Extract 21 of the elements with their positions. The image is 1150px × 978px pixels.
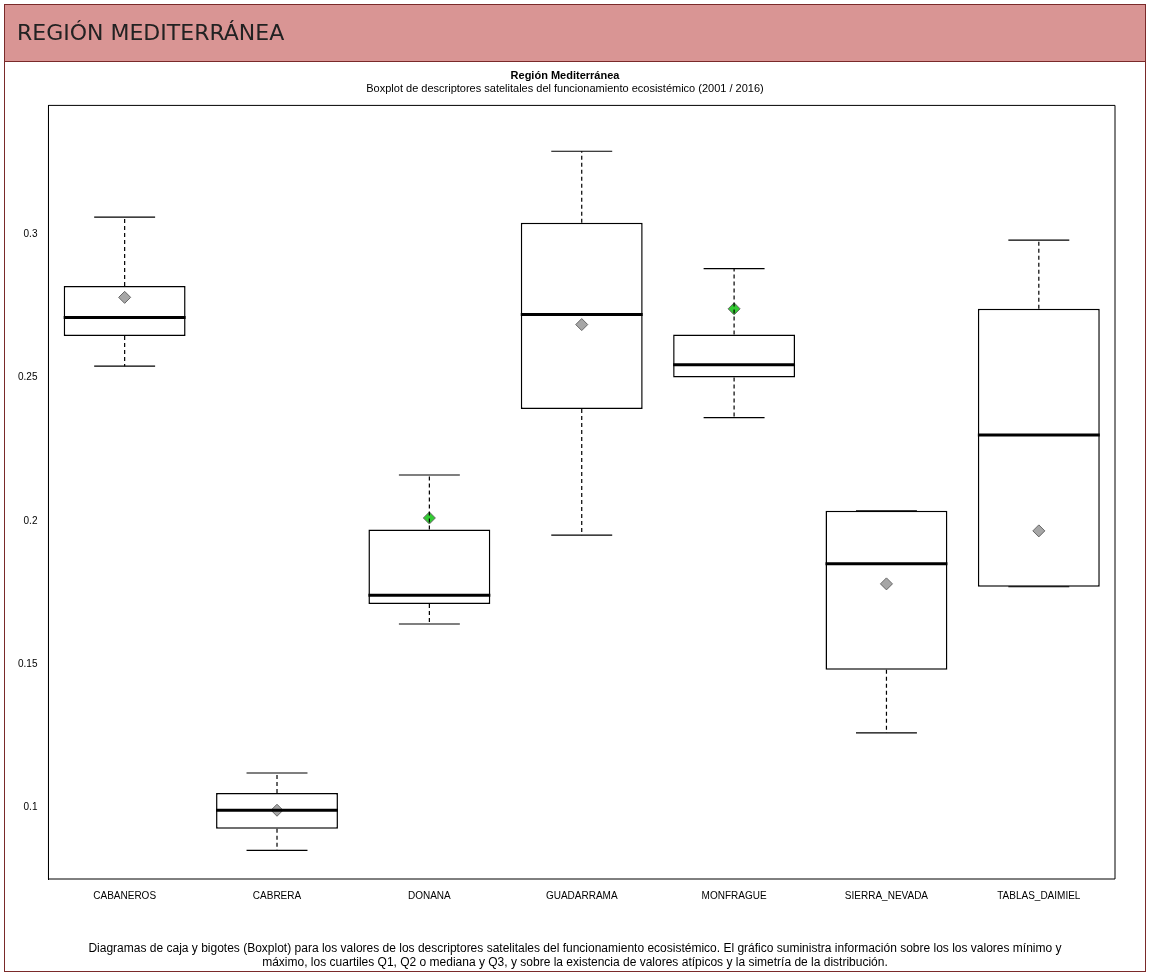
chart-subtitle: Boxplot de descriptores satelitales del funcionamiento ecosistémico (2001 / 2016)	[366, 81, 764, 94]
point	[118, 290, 132, 304]
chart-title: Región Mediterránea	[510, 68, 621, 81]
x-tick-label: CABANEROS	[93, 889, 157, 901]
point	[879, 577, 893, 591]
y-tick-label: 0.15	[17, 657, 38, 669]
text: Diagramas de caja y bigotes (Boxplot) para los valores de los descriptores satelitales del funcionamiento ecosistémico. El gráfico suministra información sobre los los valores mínimo y máximo, los cuartiles Q1, Q2 o mediana y Q3, y sobre la existencia de valores atípicos y la simetría de la distribución.	[87, 941, 1063, 969]
point	[1032, 524, 1046, 538]
y-tick-label: 0.2	[23, 514, 38, 526]
y-tick-label: 0.1	[23, 801, 38, 813]
x-tick-label: SIERRA_NEVADA	[844, 889, 929, 901]
text: REGIÓN MEDITERRÁNEA	[5, 5, 1145, 62]
y-tick-label: 0.25	[17, 371, 38, 383]
point	[422, 511, 436, 525]
x-tick-label: DONANA	[407, 889, 452, 901]
y-tick-label: 0.3	[23, 228, 38, 240]
point	[575, 318, 589, 332]
x-tick-label: TABLAS_DAIMIEL	[997, 889, 1081, 901]
x-tick-label: MONFRAGUE	[701, 889, 767, 901]
x-tick-label: GUADARRAMA	[545, 889, 618, 901]
x-tick-label: CABRERA	[252, 889, 302, 901]
